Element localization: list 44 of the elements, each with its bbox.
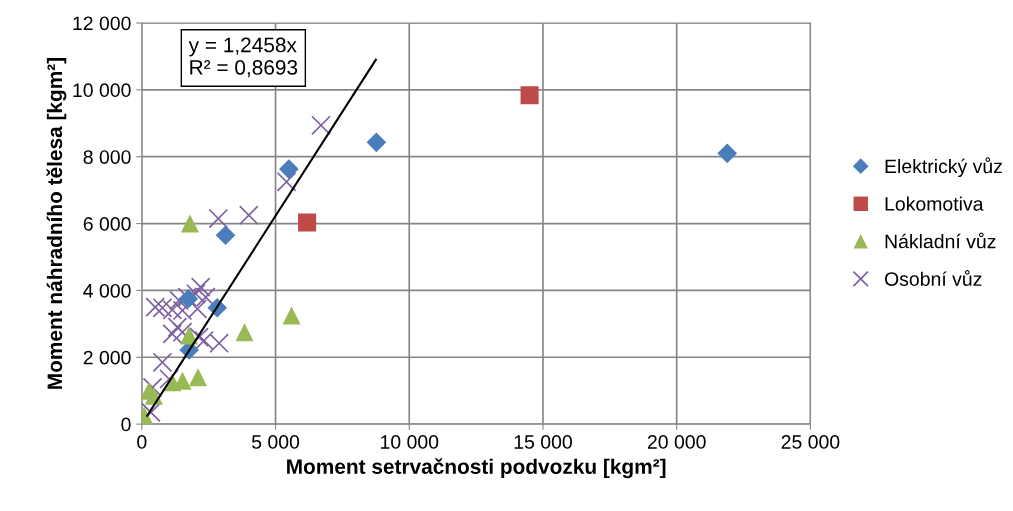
- point: [298, 213, 317, 232]
- point: [169, 290, 189, 311]
- point: [167, 317, 188, 338]
- legend-label: Lokomotiva: [885, 196, 984, 211]
- point: [276, 171, 297, 192]
- y-tick-label: 12 000: [73, 16, 131, 31]
- point: [311, 115, 331, 136]
- point: [172, 322, 193, 343]
- point: [208, 208, 229, 229]
- point: [141, 402, 161, 423]
- point: [209, 333, 229, 354]
- point: [238, 205, 259, 226]
- x-tick-label: 15 000: [514, 435, 572, 449]
- point: [152, 352, 173, 373]
- point: [180, 214, 199, 233]
- point: [235, 323, 254, 342]
- point: [279, 159, 299, 179]
- x-tick-label: 20 000: [647, 435, 706, 449]
- point: [188, 368, 208, 387]
- y-tick-label: 6 000: [83, 217, 131, 231]
- x-tick-label: 10 000: [381, 435, 439, 449]
- point: [162, 324, 183, 344]
- point: [366, 132, 387, 153]
- y-tick-label: 10 000: [73, 83, 131, 98]
- y-tick-label: 8 000: [83, 150, 131, 164]
- annotation: y = 1,2458x R² = 0,8693: [188, 37, 298, 78]
- x-tick-label: 5 000: [251, 435, 300, 449]
- x-axis-title: Moment setrvačnosti podvozku [kgm²]: [287, 458, 666, 479]
- point: [215, 225, 236, 246]
- x-tick-label: 0: [137, 435, 147, 449]
- y-tick-label: 0: [121, 417, 131, 432]
- y-tick-label: 4 000: [83, 283, 131, 298]
- point: [194, 330, 214, 351]
- point: [282, 306, 301, 325]
- legend-label: Elektrický vůz: [885, 157, 1002, 178]
- y-axis-title: Moment náhradního tělesa [kgm²]: [46, 58, 67, 389]
- legend-label: Nákladní vůz: [885, 232, 996, 249]
- point: [190, 277, 211, 297]
- x-tick-label: 25 000: [781, 435, 840, 449]
- point: [180, 326, 199, 345]
- point: [520, 86, 539, 105]
- legend-label: Osobní vůz: [884, 270, 982, 286]
- point: [717, 143, 738, 164]
- y-tick-label: 2 000: [83, 350, 131, 365]
